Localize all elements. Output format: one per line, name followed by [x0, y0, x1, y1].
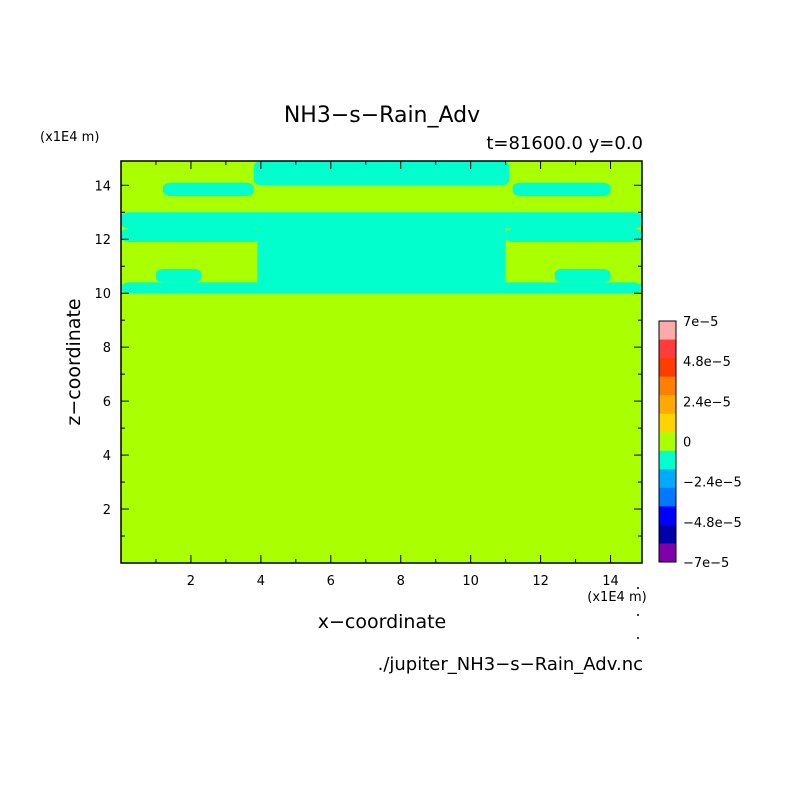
x-tick-label: 4: [257, 574, 265, 589]
colorbar-labels: 7e−5 4.8e−5 2.4e−5 0 −2.4e−5 −4.8e−5 −7e−5: [683, 315, 742, 571]
y-axis-ticks: 2 4 6 8 10 12 14: [94, 179, 642, 537]
marker-dot: [637, 587, 639, 589]
chart-subtitle: t=81600.0 y=0.0: [486, 133, 643, 154]
contour-region-2: [162, 182, 254, 197]
x-tick-label: 10: [462, 574, 479, 589]
colorbar-label: 0: [683, 436, 691, 451]
colorbar: [658, 320, 677, 563]
colorbar-segment: [659, 339, 676, 359]
contour-region-5: [121, 228, 261, 242]
contour-region-0: [257, 214, 506, 288]
colorbar-segment: [659, 469, 676, 489]
marker-dot: [637, 637, 639, 639]
colorbar-label: −4.8e−5: [683, 516, 742, 531]
contour-region-4: [121, 212, 642, 229]
colorbar-label: −7e−5: [683, 556, 729, 571]
x-axis-label: x−coordinate: [318, 611, 447, 633]
y-tick-label: 10: [94, 287, 111, 302]
colorbar-label: 4.8e−5: [683, 355, 731, 370]
y-tick-label: 4: [103, 449, 111, 464]
y-tick-label: 8: [103, 341, 111, 356]
contour-region-1: [253, 161, 510, 186]
contour-region-8: [554, 268, 611, 283]
y-axis-label: z−coordinate: [63, 298, 85, 425]
contour-region-3: [512, 182, 611, 197]
x-axis-ticks: 2 4 6 8 10 12 14: [155, 161, 619, 589]
marker-dot: [637, 614, 639, 616]
contour-region-6: [505, 228, 642, 242]
colorbar-segment: [659, 543, 676, 563]
contour-region-9: [121, 282, 642, 294]
contour-regions: [121, 161, 642, 294]
colorbar-segment: [659, 358, 676, 378]
chart-title: NH3−s−Rain_Adv: [284, 103, 480, 128]
y-tick-label: 6: [103, 395, 111, 410]
source-file: ./jupiter_NH3−s−Rain_Adv.nc: [378, 654, 643, 675]
y-tick-label: 14: [94, 179, 111, 194]
x-unit-label: (x1E4 m): [587, 590, 646, 605]
plot-area: 2 4 6 8 10 12 14 2 4 6 8 10 12 14: [94, 160, 643, 589]
colorbar-segment: [659, 487, 676, 507]
y-unit-label: (x1E4 m): [40, 130, 99, 145]
x-tick-label: 6: [327, 574, 335, 589]
colorbar-label: 7e−5: [683, 315, 718, 330]
x-tick-label: 14: [602, 574, 619, 589]
colorbar-segment: [659, 432, 676, 452]
colorbar-segment: [659, 395, 676, 415]
x-tick-label: 12: [532, 574, 549, 589]
colorbar-segment: [659, 506, 676, 526]
colorbar-segment: [659, 413, 676, 433]
colorbar-label: 2.4e−5: [683, 395, 731, 410]
x-tick-label: 8: [397, 574, 405, 589]
plot-frame: [120, 160, 643, 564]
x-tick-label: 2: [187, 574, 195, 589]
colorbar-segment: [659, 321, 676, 341]
y-tick-label: 2: [103, 503, 111, 518]
y-tick-label: 12: [94, 233, 111, 248]
colorbar-frame: [658, 320, 677, 563]
colorbar-segment: [659, 450, 676, 470]
contour-region-7: [155, 268, 202, 283]
colorbar-segment: [659, 524, 676, 544]
colorbar-label: −2.4e−5: [683, 476, 742, 491]
colorbar-segment: [659, 376, 676, 396]
